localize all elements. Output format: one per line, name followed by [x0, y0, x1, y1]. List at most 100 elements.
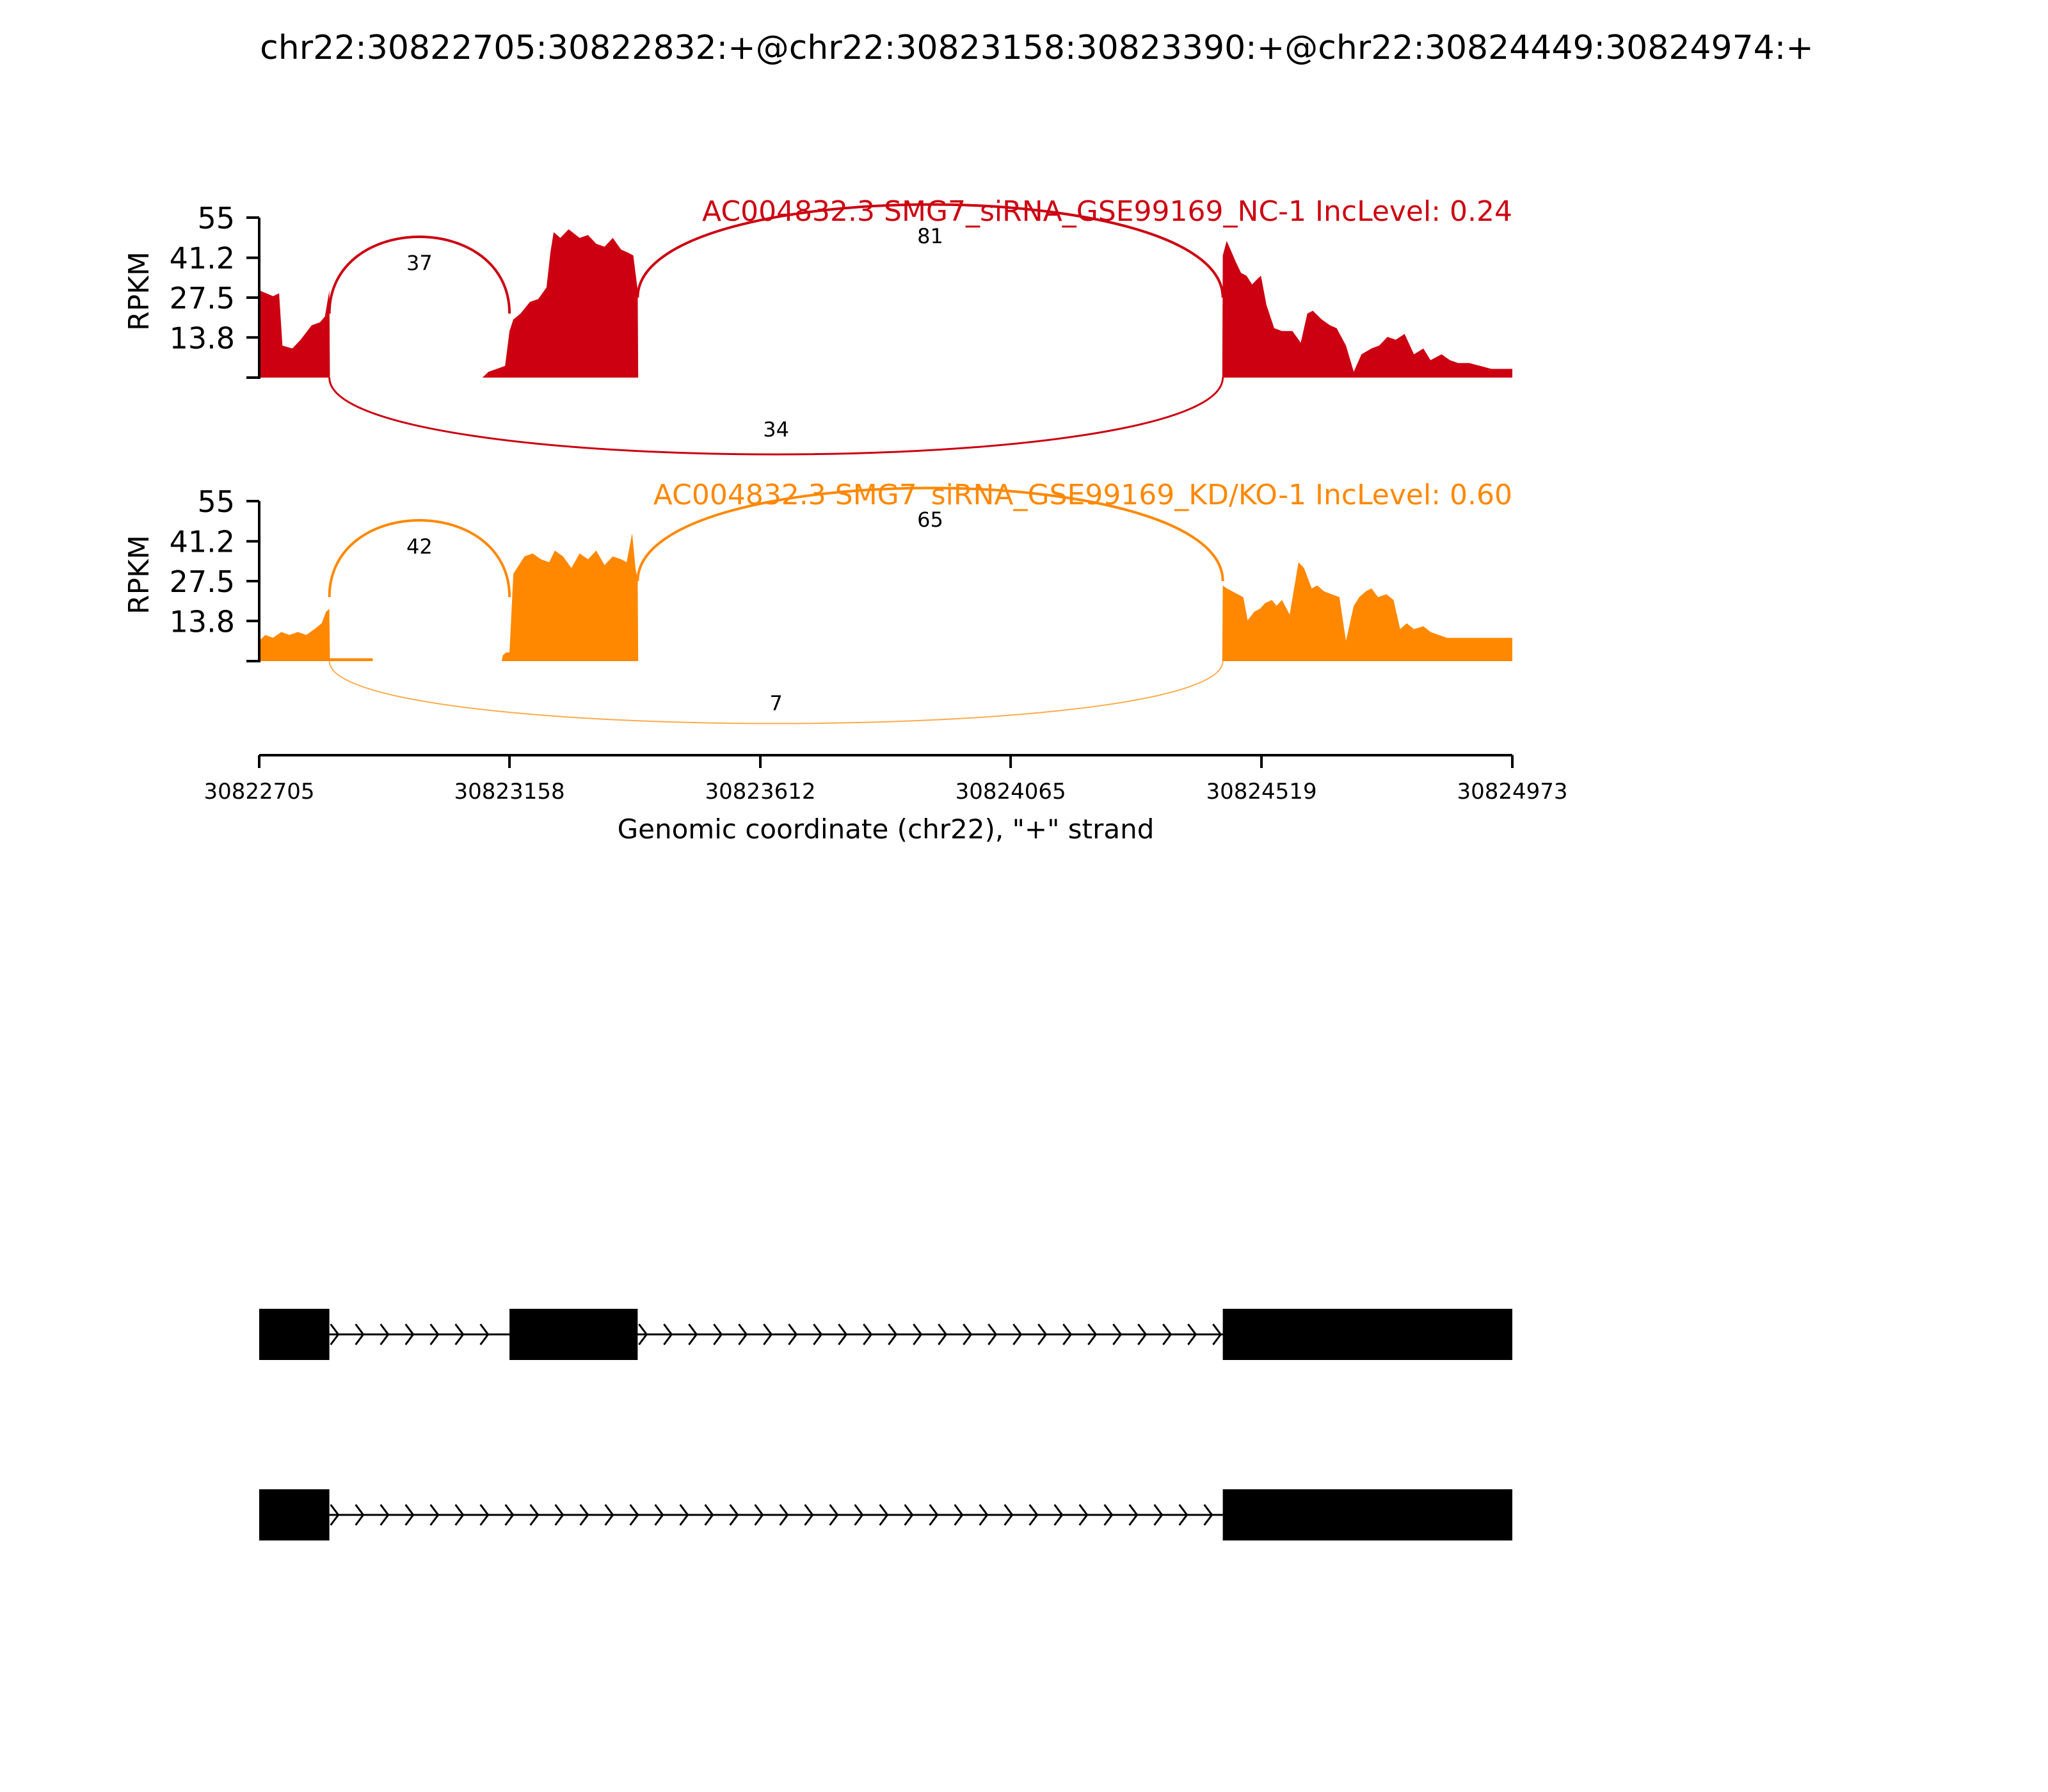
x-tick-label: 30824519: [1206, 779, 1317, 804]
strand-arrow-icon: [863, 1324, 873, 1345]
y-axis-label: RPKM: [123, 252, 156, 331]
strand-arrow-icon: [879, 1504, 889, 1526]
strand-arrow-icon: [604, 1504, 614, 1526]
junction-count-label: 65: [917, 508, 943, 532]
strand-arrow-icon: [663, 1324, 673, 1345]
junction-arc: [328, 660, 1224, 724]
exon-block: [259, 1489, 330, 1540]
y-tick-label: 55: [197, 201, 235, 236]
strand-arrow-icon: [429, 1504, 440, 1526]
y-tick-label: 27.5: [170, 281, 235, 316]
strand-arrow-icon: [1087, 1324, 1098, 1345]
y-tick-label: 13.8: [170, 321, 235, 355]
strand-arrow-icon: [979, 1504, 989, 1526]
junction-label-box: [905, 505, 956, 533]
genomic-coordinate-axis: Genomic coordinate (chr22), "+" strand 3…: [204, 754, 1568, 845]
strand-arrow-icon: [813, 1324, 823, 1345]
isoform-1: [259, 1309, 1512, 1360]
strand-arrow-icon: [454, 1504, 465, 1526]
y-tick-label: 13.8: [170, 604, 235, 639]
strand-arrow-icon: [1137, 1324, 1148, 1345]
strand-arrow-icon: [763, 1324, 773, 1345]
y-tick-label: 41.2: [170, 241, 235, 276]
strand-arrow-icon: [754, 1504, 764, 1526]
strand-arrow-icon: [355, 1324, 365, 1345]
junction-label-box: [751, 415, 801, 443]
y-tick-label: 27.5: [170, 564, 235, 599]
strand-arrow-icon: [1062, 1324, 1073, 1345]
strand-arrow-icon: [988, 1324, 998, 1345]
junction-count-label: 7: [769, 691, 782, 716]
strand-arrow-icon: [1012, 1324, 1023, 1345]
strand-arrow-icon: [838, 1324, 848, 1345]
strand-arrow-icon: [729, 1504, 739, 1526]
strand-arrow-icon: [1028, 1504, 1039, 1526]
strand-arrow-icon: [854, 1504, 864, 1526]
coverage-panels: 55 41.2 27.5 13.8 RPKM AC004832.3 SMG7_siRNA_…: [123, 195, 1512, 724]
strand-arrow-icon: [529, 1504, 540, 1526]
junction-arc: [328, 236, 511, 314]
strand-arrow-icon: [738, 1324, 748, 1345]
x-tick-label: 30823612: [705, 779, 815, 804]
isoform-models: [259, 1309, 1512, 1540]
strand-arrow-icon: [1187, 1324, 1197, 1345]
x-tick-label: 30823158: [454, 779, 565, 804]
strand-arrow-icon: [954, 1504, 964, 1526]
strand-arrow-icon: [1178, 1504, 1188, 1526]
strand-arrow-icon: [788, 1324, 798, 1345]
strand-arrow-icon: [479, 1504, 490, 1526]
x-tick-label: 30824065: [956, 779, 1066, 804]
strand-arrow-icon: [429, 1324, 440, 1345]
strand-arrow-icon: [330, 1324, 340, 1345]
y-axis-label: RPKM: [123, 535, 156, 614]
strand-arrow-icon: [579, 1504, 589, 1526]
strand-arrow-icon: [1212, 1324, 1222, 1345]
strand-arrow-icon: [929, 1504, 939, 1526]
y-tick-label: 41.2: [170, 525, 235, 559]
strand-arrow-icon: [704, 1504, 714, 1526]
strand-arrow-icon: [1162, 1324, 1172, 1345]
junction-count-label: 34: [763, 417, 789, 442]
strand-arrow-icon: [888, 1324, 898, 1345]
strand-arrow-icon: [779, 1504, 789, 1526]
exon-block: [509, 1309, 638, 1360]
strand-arrow-icon: [688, 1324, 698, 1345]
junction-count-label: 37: [406, 251, 433, 275]
strand-arrow-icon: [1128, 1504, 1139, 1526]
strand-arrow-icon: [913, 1324, 923, 1345]
strand-arrow-icon: [938, 1324, 948, 1345]
isoform-2: [259, 1489, 1512, 1540]
strand-arrow-icon: [713, 1324, 723, 1345]
strand-arrow-icon: [963, 1324, 973, 1345]
strand-arrow-icon: [380, 1504, 390, 1526]
junction-arc: [636, 486, 1224, 582]
strand-arrow-icon: [1078, 1504, 1089, 1526]
strand-arrow-icon: [654, 1504, 664, 1526]
strand-arrow-icon: [1153, 1504, 1164, 1526]
strand-arrow-icon: [804, 1504, 814, 1526]
x-tick-label: 30824973: [1457, 779, 1567, 804]
strand-arrow-icon: [904, 1504, 914, 1526]
junction-arc: [328, 519, 511, 598]
junction-arc: [328, 377, 1224, 456]
strand-arrow-icon: [554, 1504, 564, 1526]
junction-label-box: [905, 221, 956, 250]
strand-arrow-icon: [679, 1504, 689, 1526]
strand-arrow-icon: [1053, 1504, 1064, 1526]
junction-label-box: [394, 248, 445, 276]
exon-block: [259, 1309, 330, 1360]
strand-arrow-icon: [454, 1324, 465, 1345]
strand-arrow-icon: [380, 1324, 390, 1345]
strand-arrow-icon: [629, 1504, 639, 1526]
strand-arrow-icon: [404, 1324, 415, 1345]
coverage-panel-2: 55 41.2 27.5 13.8 RPKM AC004832.3 SMG7_siRNA_…: [123, 479, 1512, 724]
strand-arrow-icon: [504, 1504, 515, 1526]
strand-arrow-icon: [404, 1504, 415, 1526]
y-tick-label: 55: [197, 484, 235, 519]
figure-title: chr22:30822705:30822832:+@chr22:30823158…: [260, 29, 1814, 67]
strand-arrow-icon: [1203, 1504, 1213, 1526]
exon-block: [1222, 1489, 1512, 1540]
junction-label-box: [394, 532, 445, 560]
